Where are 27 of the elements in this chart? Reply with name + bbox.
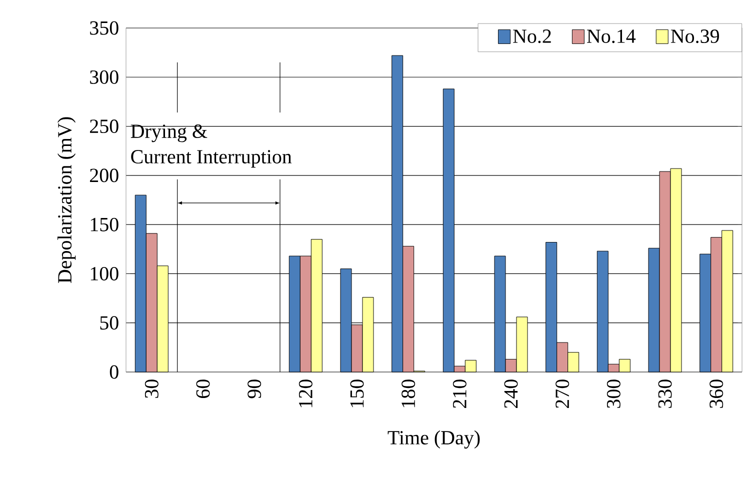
x-tick-label: 240 (504, 380, 518, 408)
y-tick-label: 200 (90, 168, 118, 182)
legend-label: No.14 (587, 30, 636, 44)
x-tick-label: 30 (144, 380, 158, 398)
x-axis-title: Time (Day) (388, 430, 480, 449)
y-tick-label: 150 (90, 218, 118, 232)
annotation: Drying & (130, 124, 208, 142)
x-tick-label: 270 (556, 380, 570, 408)
x-tick-label: 90 (248, 380, 262, 398)
y-tick-label: 250 (90, 120, 118, 134)
x-tick-label: 360 (710, 380, 724, 408)
x-tick-label: 60 (196, 380, 210, 398)
y-tick-label: 50 (100, 316, 118, 330)
x-tick-label: 330 (658, 380, 672, 408)
legend-label: No.2 (513, 30, 551, 44)
y-tick-label: 100 (90, 266, 118, 280)
y-tick-label: 350 (90, 21, 118, 35)
x-tick-label: 300 (606, 380, 620, 408)
y-tick-label: 0 (110, 365, 118, 379)
x-tick-label: 120 (298, 380, 312, 408)
x-tick-label: 150 (350, 380, 364, 408)
y-tick-label: 300 (90, 70, 118, 84)
legend-label: No.39 (670, 30, 719, 44)
y-axis-title: Depolarization (mV) (57, 117, 76, 283)
annotation: Current Interruption (131, 150, 292, 168)
x-tick-label: 180 (402, 380, 416, 408)
x-tick-label: 210 (452, 380, 466, 408)
